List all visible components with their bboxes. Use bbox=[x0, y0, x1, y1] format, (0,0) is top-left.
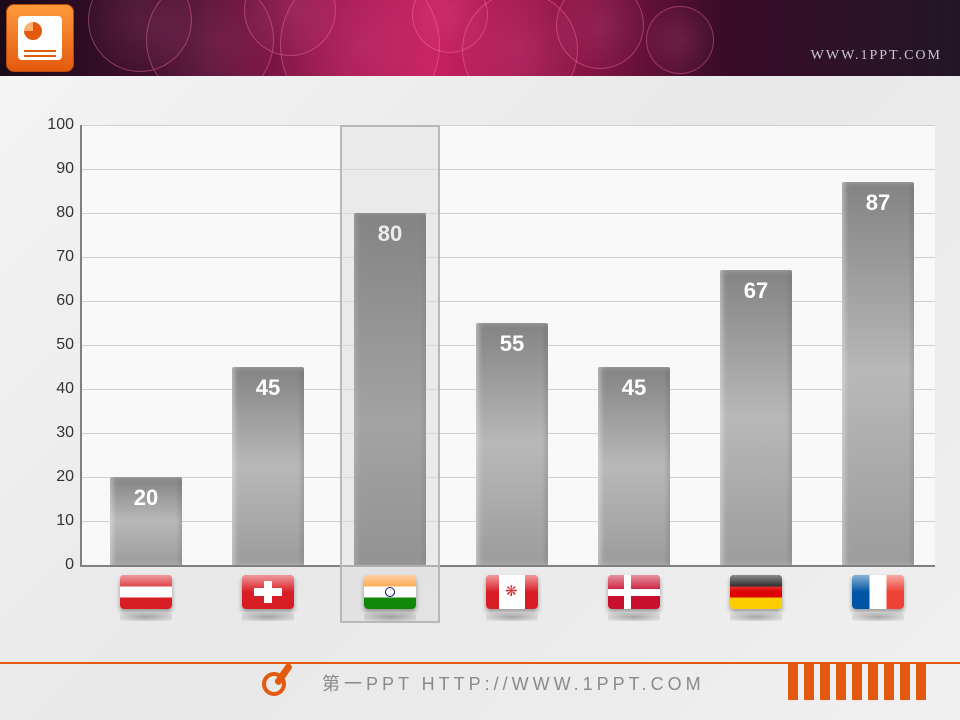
bar-austria: 20 bbox=[110, 477, 182, 565]
flag-austria bbox=[120, 575, 172, 609]
y-axis-label: 100 bbox=[30, 116, 74, 134]
grid-line bbox=[80, 301, 935, 302]
footer-stripe bbox=[916, 664, 926, 700]
flag-shadow bbox=[120, 613, 172, 621]
banner-url-text: WWW.1PPT.COM bbox=[811, 48, 942, 64]
grid-line bbox=[80, 213, 935, 214]
bar-denmark: 45 bbox=[598, 367, 670, 565]
bar-canada: 55 bbox=[476, 323, 548, 565]
flag-germany bbox=[730, 575, 782, 609]
pen-icon bbox=[260, 658, 300, 698]
footer-stripes bbox=[788, 664, 926, 700]
bar-value-label: 55 bbox=[476, 331, 548, 357]
top-banner: WWW.1PPT.COM bbox=[0, 0, 960, 76]
powerpoint-icon bbox=[6, 4, 74, 72]
y-axis-line bbox=[80, 125, 82, 565]
bar-value-label: 87 bbox=[842, 190, 914, 216]
flag-france bbox=[852, 575, 904, 609]
footer-stripe bbox=[900, 664, 910, 700]
bar-value-label: 67 bbox=[720, 278, 792, 304]
footer-text: 第一PPT HTTP://WWW.1PPT.COM bbox=[322, 670, 705, 696]
flag-denmark bbox=[608, 575, 660, 609]
x-axis-line bbox=[80, 565, 935, 567]
bar-france: 87 bbox=[842, 182, 914, 565]
flag-shadow bbox=[608, 613, 660, 621]
flag-shadow bbox=[364, 613, 416, 621]
y-axis-label: 40 bbox=[30, 380, 74, 398]
footer-stripe bbox=[836, 664, 846, 700]
flag-shadow bbox=[730, 613, 782, 621]
chart-plot-area: 20458055456787 bbox=[80, 125, 935, 565]
bar-switzerland: 45 bbox=[232, 367, 304, 565]
y-axis-label: 50 bbox=[30, 336, 74, 354]
footer-stripe bbox=[884, 664, 894, 700]
flag-shadow bbox=[852, 613, 904, 621]
flag-canada: ❋ bbox=[486, 575, 538, 609]
flag-switzerland bbox=[242, 575, 294, 609]
footer-stripe bbox=[820, 664, 830, 700]
bar-value-label: 20 bbox=[110, 485, 182, 511]
footer-stripe bbox=[852, 664, 862, 700]
footer-stripe bbox=[868, 664, 878, 700]
footer-stripe bbox=[788, 664, 798, 700]
bar-germany: 67 bbox=[720, 270, 792, 565]
grid-line bbox=[80, 257, 935, 258]
highlight-box bbox=[340, 125, 440, 623]
y-axis-label: 0 bbox=[30, 556, 74, 574]
y-axis-label: 20 bbox=[30, 468, 74, 486]
flag-shadow bbox=[242, 613, 294, 621]
grid-line bbox=[80, 125, 935, 126]
y-axis-label: 60 bbox=[30, 292, 74, 310]
footer-stripe bbox=[804, 664, 814, 700]
bar-value-label: 45 bbox=[598, 375, 670, 401]
bar-chart: 20458055456787 0102030405060708090100❋ bbox=[30, 125, 935, 625]
y-axis-label: 70 bbox=[30, 248, 74, 266]
y-axis-label: 30 bbox=[30, 424, 74, 442]
bar-value-label: 45 bbox=[232, 375, 304, 401]
flag-india bbox=[364, 575, 416, 609]
y-axis-label: 80 bbox=[30, 204, 74, 222]
grid-line bbox=[80, 169, 935, 170]
footer-bar: 第一PPT HTTP://WWW.1PPT.COM bbox=[0, 662, 960, 702]
y-axis-label: 90 bbox=[30, 160, 74, 178]
y-axis-label: 10 bbox=[30, 512, 74, 530]
flag-shadow bbox=[486, 613, 538, 621]
